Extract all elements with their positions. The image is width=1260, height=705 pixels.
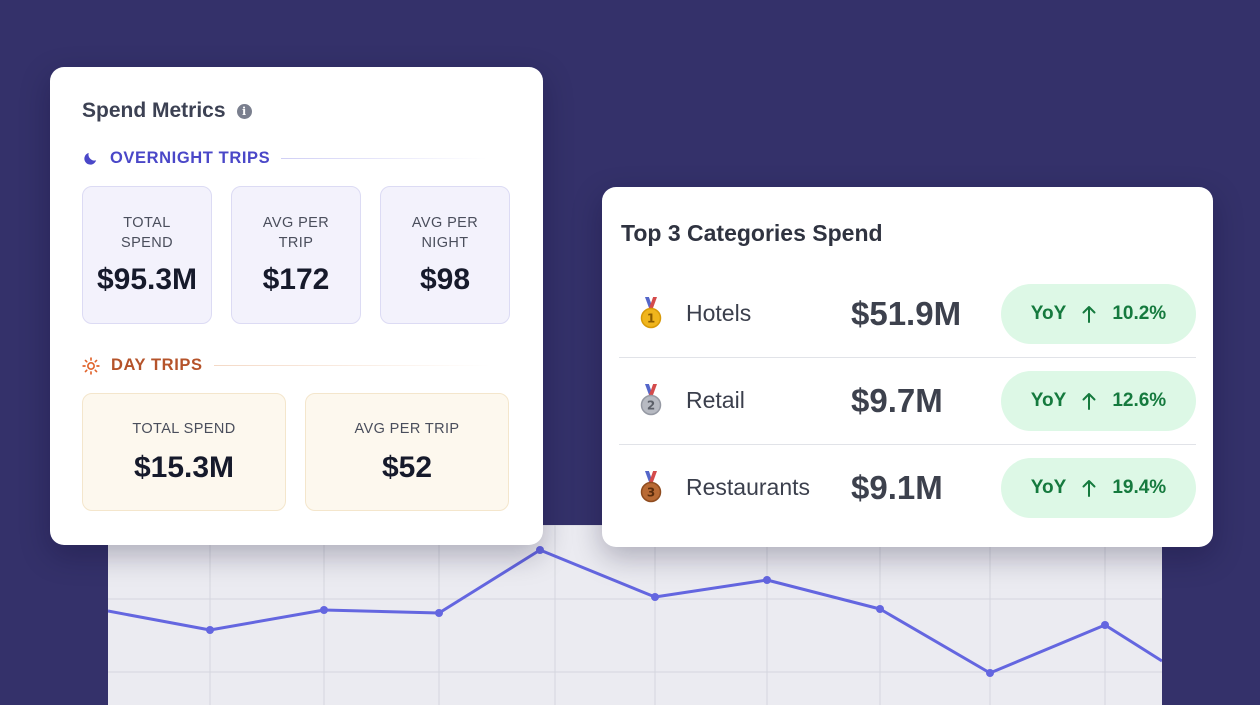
trend-point — [435, 609, 443, 617]
tile-value: $172 — [262, 263, 330, 296]
yoy-label: YoY — [1030, 477, 1067, 498]
medal-rank: 2 — [647, 399, 655, 413]
yoy-change-badge: YoY 12.6% — [1001, 371, 1196, 431]
yoy-change-value: 12.6% — [1112, 390, 1167, 411]
tile-label: TOTAL SPEND — [121, 215, 173, 251]
info-icon[interactable]: i — [236, 103, 252, 119]
category-name: Retail — [686, 387, 745, 413]
tile-value: $95.3M — [96, 263, 198, 296]
trend-point — [763, 576, 771, 584]
overnight-avg-per-trip-tile: AVG PER TRIP $172 — [231, 186, 361, 324]
trend-point — [536, 546, 544, 554]
category-name: Hotels — [686, 300, 752, 326]
category-name: Restaurants — [686, 474, 811, 500]
yoy-change-value: 10.2% — [1112, 303, 1167, 324]
tile-label: AVG PER TRIP — [262, 215, 330, 251]
yoy-label: YoY — [1030, 303, 1067, 324]
tile-label: AVG PER NIGHT — [411, 215, 479, 251]
yoy-change-badge: YoY 19.4% — [1001, 458, 1196, 518]
tile-label: AVG PER TRIP — [354, 421, 460, 437]
yoy-change-badge: YoY 10.2% — [1001, 284, 1196, 344]
overnight-trips-heading: OVERNIGHT TRIPS — [82, 149, 488, 168]
trend-point — [876, 605, 884, 613]
arrow-up-icon — [1082, 480, 1096, 497]
category-value: $9.7M — [851, 382, 943, 419]
sun-icon — [82, 356, 100, 375]
top-categories-title: Top 3 Categories Spend — [621, 220, 883, 246]
category-row-hotels: 1 Hotels $51.9M YoY 10.2% — [619, 271, 1196, 358]
trend-point — [651, 593, 659, 601]
yoy-change-value: 19.4% — [1112, 477, 1167, 498]
background-trend-chart — [108, 525, 1162, 705]
overnight-total-spend-tile: TOTAL SPEND $95.3M — [82, 186, 212, 324]
tile-value: $15.3M — [133, 451, 235, 484]
medal-rank: 3 — [647, 486, 655, 500]
trend-line — [108, 548, 1162, 675]
day-trips-heading: DAY TRIPS — [82, 356, 490, 375]
moon-icon — [84, 152, 97, 165]
day-avg-per-trip-tile: AVG PER TRIP $52 — [305, 393, 509, 511]
overnight-avg-per-night-tile: AVG PER NIGHT $98 — [380, 186, 510, 324]
tile-value: $52 — [381, 451, 433, 484]
top-categories-card: Top 3 Categories Spend 1 Hotels $51.9M Y… — [602, 187, 1213, 547]
day-total-spend-tile: TOTAL SPEND $15.3M — [82, 393, 286, 511]
bronze-medal-icon: 3 — [640, 471, 662, 503]
overnight-trips-label: OVERNIGHT TRIPS — [110, 149, 271, 167]
arrow-up-icon — [1082, 393, 1096, 410]
section-divider — [281, 158, 488, 159]
yoy-label: YoY — [1030, 390, 1067, 411]
trend-chart-svg — [108, 525, 1162, 705]
medal-rank: 1 — [647, 312, 655, 326]
spend-metrics-title: Spend Metrics i — [82, 99, 252, 123]
category-value: $9.1M — [851, 469, 943, 506]
silver-medal-icon: 2 — [640, 384, 662, 416]
trend-point — [320, 606, 328, 614]
trend-point — [1101, 621, 1109, 629]
arrow-up-icon — [1082, 306, 1096, 323]
category-row-restaurants: 3 Restaurants $9.1M YoY 19.4% — [619, 445, 1196, 532]
trend-point — [986, 669, 994, 677]
spend-metrics-title-text: Spend Metrics — [82, 99, 226, 122]
tile-label: TOTAL SPEND — [132, 421, 236, 437]
gold-medal-icon: 1 — [640, 297, 662, 329]
spend-metrics-card: Spend Metrics i OVERNIGHT TRIPS TOTAL SP… — [50, 67, 543, 545]
day-trips-label: DAY TRIPS — [111, 356, 203, 374]
category-row-retail: 2 Retail $9.7M YoY 12.6% — [619, 358, 1196, 445]
section-divider — [213, 365, 490, 366]
category-value: $51.9M — [851, 295, 962, 332]
trend-point — [206, 626, 214, 634]
tile-value: $98 — [419, 263, 471, 296]
